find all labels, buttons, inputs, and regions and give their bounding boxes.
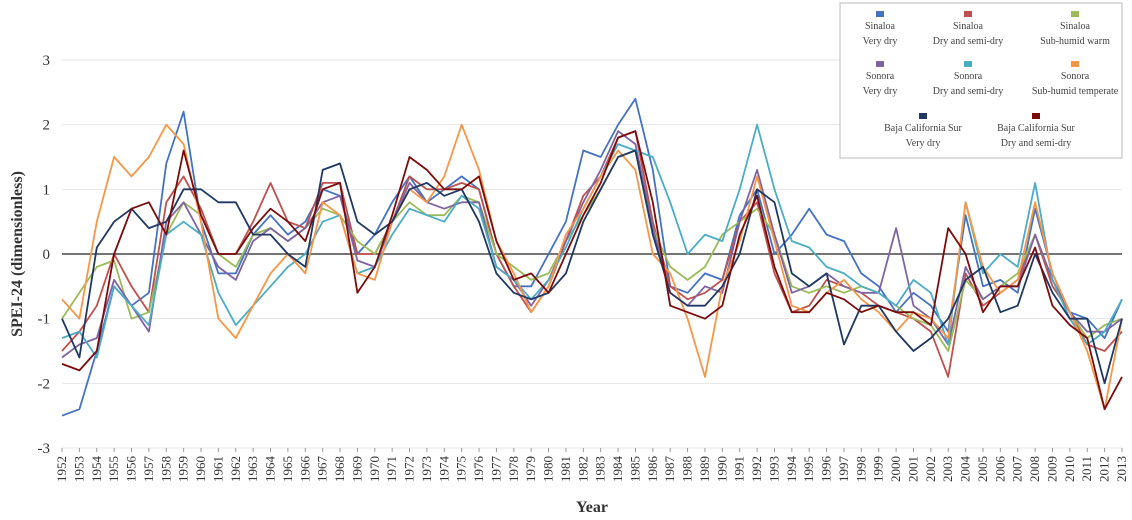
x-tick-label: 1970	[367, 456, 382, 482]
x-tick-label: 2010	[1062, 456, 1077, 482]
x-tick-label: 2011	[1079, 456, 1094, 482]
y-axis-label: SPEI-24 (dimensionless)	[9, 171, 26, 337]
x-tick-label: 1955	[106, 456, 121, 482]
x-tick-label: 1968	[332, 456, 347, 482]
x-tick-label: 1990	[714, 456, 729, 482]
x-tick-label: 2012	[1097, 456, 1112, 482]
x-tick-label: 1967	[315, 456, 330, 483]
x-tick-label: 1999	[871, 456, 886, 482]
legend-swatch	[964, 61, 972, 67]
legend-swatch	[876, 61, 884, 67]
series-line	[61, 149, 1123, 352]
legend-label: Sinaloa Very dry	[863, 21, 898, 47]
x-tick-label: 1960	[193, 456, 208, 482]
series-line	[61, 130, 1123, 411]
series-line	[61, 123, 1123, 411]
x-tick-label: 1998	[853, 456, 868, 482]
x-tick-label: 2007	[1010, 456, 1025, 483]
x-tick-label: 1981	[558, 456, 573, 482]
x-tick-label: 1978	[506, 456, 521, 482]
x-tick-label: 2002	[923, 456, 938, 482]
x-tick-label: 1996	[819, 456, 834, 483]
x-tick-label: 1953	[71, 456, 86, 482]
series-line	[61, 97, 1123, 417]
y-tick-label: -1	[38, 312, 51, 328]
x-tick-label: 2000	[888, 456, 903, 482]
x-tick-label: 1979	[523, 456, 538, 482]
x-tick-label: 1973	[419, 456, 434, 482]
x-tick-label: 1969	[349, 456, 364, 482]
x-tick-label: 1982	[575, 456, 590, 482]
legend-label: Sonora Dry and semi-dry	[933, 71, 1004, 97]
x-tick-label: 1972	[402, 456, 417, 482]
y-tick-label: 3	[43, 53, 51, 69]
x-tick-label: 1958	[158, 456, 173, 482]
legend-label: Baja California Sur Dry and semi-dry	[997, 123, 1075, 149]
x-tick-label: 1959	[176, 456, 191, 482]
legend-swatch	[1032, 113, 1040, 119]
x-tick-label: 1980	[541, 456, 556, 482]
x-tick-label: 1962	[228, 456, 243, 482]
x-tick-label: 2005	[975, 456, 990, 482]
y-tick-label: 2	[43, 118, 51, 134]
x-tick-label: 1983	[593, 456, 608, 482]
x-tick-label: 2013	[1114, 456, 1129, 482]
x-tick-label: 1989	[697, 456, 712, 482]
legend-swatch	[1071, 11, 1079, 17]
x-tick-label: 2009	[1044, 456, 1059, 482]
x-tick-label: 1995	[801, 456, 816, 482]
x-tick-label: 1961	[210, 456, 225, 482]
x-tick-label: 1963	[245, 456, 260, 482]
legend-label: Sonora Sub-humid temperate	[1032, 71, 1119, 97]
x-tick-label: 1992	[749, 456, 764, 482]
legend-box	[839, 2, 1123, 159]
x-tick-label: 1986	[645, 456, 660, 483]
x-tick-label: 1956	[124, 456, 139, 483]
x-tick-label: 1987	[662, 456, 677, 483]
x-axis-label: Year	[576, 499, 608, 516]
x-tick-label: 1991	[732, 456, 747, 482]
legend-swatch	[876, 11, 884, 17]
x-tick-label: 1993	[766, 456, 781, 482]
x-tick-label: 1957	[141, 456, 156, 483]
x-tick-label: 1952	[54, 456, 69, 482]
series-line	[61, 130, 1123, 359]
x-tick-label: 1954	[89, 456, 104, 483]
x-tick-label: 1966	[297, 456, 312, 483]
y-tick-label: -2	[38, 376, 51, 392]
series-line	[61, 149, 1123, 385]
x-tick-label: 1974	[436, 456, 451, 483]
legend-label: Sinaloa Dry and semi-dry	[933, 21, 1004, 47]
x-tick-label: 1985	[627, 456, 642, 482]
y-tick-label: 1	[43, 182, 51, 198]
legend-label: Baja California Sur Very dry	[884, 123, 962, 149]
legend: Sinaloa Very dry Sinaloa Dry and semi-dry Si…	[863, 11, 1119, 149]
legend-label: Sonora Very dry	[863, 71, 898, 97]
x-tick-label: 1975	[454, 456, 469, 482]
x-tick-label: 1965	[280, 456, 295, 482]
x-tick-label: 1976	[471, 456, 486, 483]
x-tick-label: 1964	[263, 456, 278, 483]
x-tick-label: 2003	[940, 456, 955, 482]
y-tick-label: -3	[38, 441, 51, 457]
y-tick-label: 0	[43, 247, 51, 263]
legend-label: Sinaloa Sub-humid warm	[1040, 21, 1110, 47]
x-tick-label: 2006	[992, 455, 1007, 482]
x-tick-label: 1977	[488, 456, 503, 483]
x-tick-label: 2004	[958, 456, 973, 483]
legend-swatch	[1071, 61, 1079, 67]
legend-swatch	[964, 11, 972, 17]
x-tick-label: 1984	[610, 456, 625, 483]
x-tick-label: 2001	[905, 456, 920, 482]
x-tick-label: 1971	[384, 456, 399, 482]
x-tick-label: 1994	[784, 456, 799, 483]
x-tick-label: 1988	[680, 456, 695, 482]
x-tick-label: 1997	[836, 456, 851, 483]
legend-swatch	[919, 113, 927, 119]
x-tick-label: 2008	[1027, 456, 1042, 482]
